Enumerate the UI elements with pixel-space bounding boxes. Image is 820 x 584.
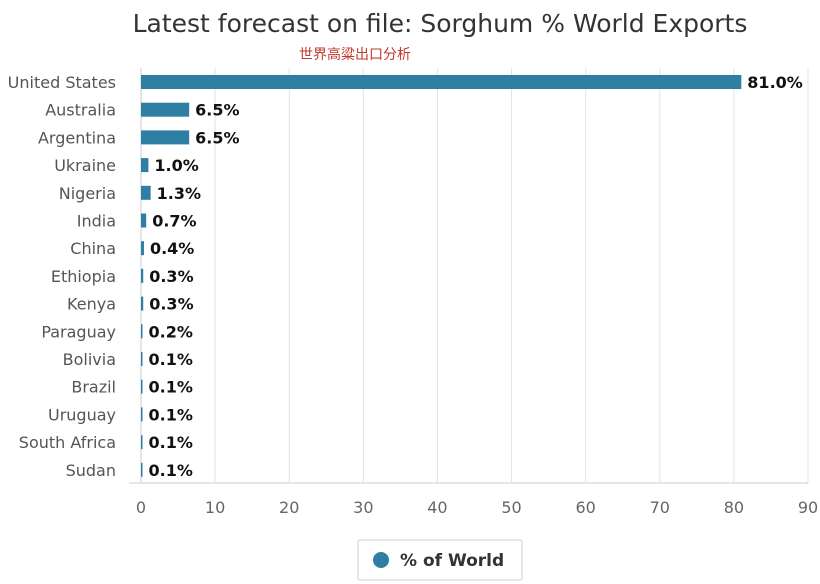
chart-subtitle: 世界高粱出口分析	[299, 46, 411, 63]
data-label-ethiopia: 0.3%	[149, 267, 193, 286]
category-label-nigeria: Nigeria	[59, 184, 116, 203]
legend-box[interactable]	[357, 539, 523, 581]
bar-bolivia[interactable]	[141, 352, 143, 366]
legend-marker-icon	[373, 552, 389, 568]
bar-sudan[interactable]	[141, 462, 143, 477]
category-label-sudan: Sudan	[66, 461, 116, 480]
x-tick-label-30: 30	[353, 498, 373, 517]
x-tick-label-20: 20	[279, 498, 299, 517]
data-label-india: 0.7%	[152, 212, 196, 231]
data-label-china: 0.4%	[150, 239, 194, 258]
x-tick-label-0: 0	[136, 498, 146, 517]
data-label-australia: 6.5%	[195, 101, 239, 120]
data-label-kenya: 0.3%	[149, 295, 193, 314]
bar-brazil[interactable]	[141, 379, 143, 394]
category-label-ukraine: Ukraine	[54, 156, 116, 175]
x-tick-label-10: 10	[205, 498, 225, 517]
bar-india[interactable]	[141, 213, 147, 228]
bar-china[interactable]	[141, 241, 144, 256]
data-label-argentina: 6.5%	[195, 128, 239, 147]
category-label-india: India	[77, 212, 116, 231]
x-tick-label-60: 60	[575, 498, 595, 517]
data-label-ukraine: 1.0%	[154, 156, 198, 175]
data-label-united-states: 81.0%	[747, 73, 803, 92]
bar-south-africa[interactable]	[141, 435, 143, 450]
x-tick-label-70: 70	[650, 498, 670, 517]
bar-nigeria[interactable]	[141, 185, 151, 200]
data-label-uruguay: 0.1%	[149, 405, 193, 424]
x-tick-label-80: 80	[724, 498, 744, 517]
data-label-brazil: 0.1%	[149, 378, 193, 397]
bar-australia[interactable]	[141, 102, 190, 117]
legend-label: % of World	[400, 551, 504, 571]
legend[interactable]: % of World	[357, 539, 523, 581]
category-label-paraguay: Paraguay	[41, 322, 116, 341]
x-tick-label-90: 90	[798, 498, 818, 517]
bar-argentina[interactable]	[141, 130, 190, 145]
data-label-sudan: 0.1%	[149, 461, 193, 480]
bar-united-states[interactable]	[141, 75, 742, 89]
bar-ethiopia[interactable]	[141, 268, 144, 283]
x-tick-labels: 0 10 20 30 40 50 60 70 80 90	[136, 498, 818, 517]
data-label-south-africa: 0.1%	[149, 433, 193, 452]
category-label-uruguay: Uruguay	[48, 405, 116, 424]
chart-title: Latest forecast on file: Sorghum % World…	[133, 9, 748, 38]
data-label-bolivia: 0.1%	[149, 350, 193, 369]
bar-kenya[interactable]	[141, 296, 144, 311]
bar-uruguay[interactable]	[141, 407, 143, 422]
category-label-brazil: Brazil	[71, 378, 116, 397]
category-label-australia: Australia	[45, 101, 116, 120]
data-label-nigeria: 1.3%	[157, 184, 201, 203]
category-label-kenya: Kenya	[67, 295, 116, 314]
category-labels: United States Australia Argentina Ukraine Ni…	[8, 73, 116, 480]
grid-lines	[129, 68, 809, 484]
data-label-paraguay: 0.2%	[149, 322, 193, 341]
x-tick-label-40: 40	[427, 498, 447, 517]
category-label-argentina: Argentina	[38, 128, 116, 147]
category-label-bolivia: Bolivia	[63, 350, 116, 369]
bars	[141, 75, 742, 477]
bar-paraguay[interactable]	[141, 324, 143, 339]
category-label-united-states: United States	[8, 73, 116, 92]
category-label-ethiopia: Ethiopia	[51, 267, 116, 286]
x-tick-label-50: 50	[501, 498, 521, 517]
bar-ukraine[interactable]	[141, 158, 149, 173]
category-label-china: China	[70, 239, 116, 258]
data-labels: 81.0% 6.5% 6.5% 1.0% 1.3% 0.7% 0.4% 0.3% 0.3% 0.2…	[149, 73, 803, 480]
category-label-south-africa: South Africa	[19, 433, 116, 452]
